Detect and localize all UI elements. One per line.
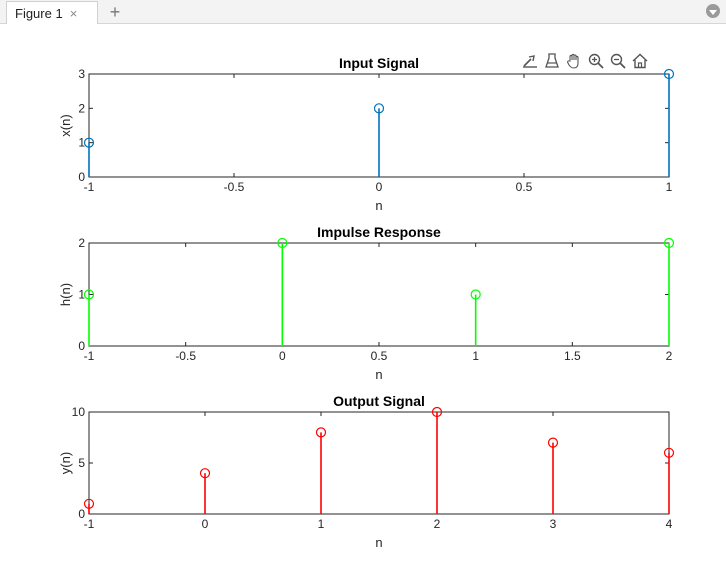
plot-1-xtick-label: 0.5 (516, 180, 533, 194)
plot-2-ytick-label: 1 (78, 288, 85, 302)
plot-2-ylabel: h(n) (58, 283, 73, 306)
plot-3-ytick-label: 0 (78, 507, 85, 521)
plot-3-xtick-label: -1 (84, 517, 95, 531)
tab-figure-1[interactable]: Figure 1 × (6, 1, 98, 24)
plot-1-stem-marker (663, 68, 675, 80)
plot-3-ylabel: y(n) (58, 452, 73, 474)
tab-title: Figure 1 (15, 5, 63, 21)
plot-3-xtick-label: 1 (318, 517, 325, 531)
plot-3-stem-marker (199, 468, 211, 479)
plot-2-stem-marker (277, 237, 288, 249)
plot-3-stem-marker (315, 427, 327, 438)
plot-3-ytick-label: 10 (72, 405, 86, 419)
plot-3-stem-marker (547, 437, 559, 448)
zoom-out-icon[interactable] (607, 50, 628, 72)
plot-1-ylabel: x(n) (58, 114, 73, 136)
plot-3-axes-box (88, 411, 670, 515)
brush-icon[interactable] (541, 50, 562, 72)
plot-2-xtick-label: 1.5 (564, 349, 581, 363)
plot-1-xtick-label: -1 (84, 180, 95, 194)
plot-3-title: Output Signal (333, 393, 425, 409)
plot-3-xtick-label: 3 (550, 517, 557, 531)
plot-1-title: Input Signal (339, 55, 419, 71)
plot-2-stem-marker (470, 289, 481, 300)
plot-2-stem-marker (663, 237, 675, 249)
plot-3-xlabel: n (375, 535, 382, 550)
plot-1-ytick-label: 0 (78, 170, 85, 184)
export-icon[interactable] (519, 50, 540, 72)
plot-3-xtick-label: 4 (666, 517, 673, 531)
plot-2-ytick-label: 0 (78, 339, 85, 353)
plot-2-xtick-label: 2 (666, 349, 673, 363)
plot-1-xtick-label: 1 (666, 180, 673, 194)
plot-2-xtick-label: 0.5 (371, 349, 388, 363)
add-tab-button[interactable]: + (109, 1, 121, 22)
plot-3-stem-marker (431, 406, 443, 418)
figure-tab-bar: Figure 1 × + (0, 0, 726, 24)
close-icon[interactable]: × (69, 5, 78, 21)
plot-3-xtick-label: 0 (202, 517, 209, 531)
plot-3-ytick-label: 5 (78, 456, 85, 470)
plot-1-ytick-label: 3 (78, 67, 85, 81)
zoom-in-icon[interactable] (585, 50, 606, 72)
plot-2-xlabel: n (375, 367, 382, 382)
plot-2-ytick-label: 2 (78, 236, 85, 250)
plot-1-xtick-label: -0.5 (224, 180, 245, 194)
plot-3-stem-marker (83, 498, 95, 509)
plot-1-ytick-label: 2 (78, 101, 85, 115)
plot-2-stem-marker (83, 289, 95, 300)
plot-2-xtick-label: 0 (279, 349, 286, 363)
plot-2-xtick-label: 1 (472, 349, 479, 363)
plot-2-xtick-label: -1 (84, 349, 95, 363)
plot-3-stem-marker (663, 447, 675, 458)
home-icon[interactable] (629, 50, 650, 72)
chevron-down-icon[interactable] (706, 4, 720, 18)
plot-3-xtick-label: 2 (434, 517, 441, 531)
plot-2-axes-box (88, 242, 670, 347)
plot-1-xlabel: n (375, 198, 382, 213)
pan-hand-icon[interactable] (563, 50, 584, 72)
plot-1-stem-marker (373, 103, 385, 114)
plot-2-xtick-label: -0.5 (175, 349, 196, 363)
plot-1-ytick-label: 1 (78, 136, 85, 150)
plot-1-stem-marker (83, 137, 95, 148)
axes-toolbar (519, 50, 650, 74)
plot-2-title: Impulse Response (317, 224, 441, 240)
plot-1-xtick-label: 0 (376, 180, 383, 194)
